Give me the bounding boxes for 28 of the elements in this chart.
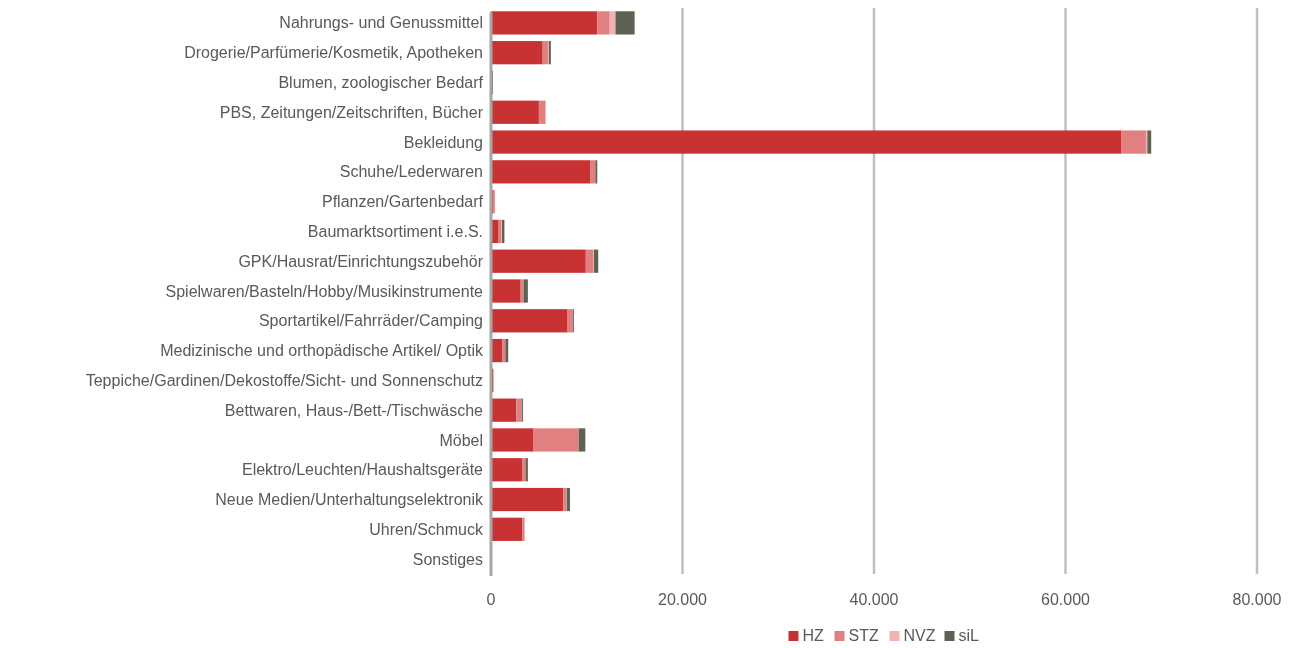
y-tick-label: Neue Medien/Unterhaltungselektronik [215, 491, 484, 509]
y-tick-label: Bekleidung [403, 133, 483, 151]
x-tick-label: 80.000 [1232, 591, 1282, 608]
y-tick-label: Baumarktsortiment i.e.S. [307, 223, 483, 241]
x-tick-label: 40.000 [849, 591, 899, 608]
y-tick-label: PBS, Zeitungen/Zeitschriften, Bücher [219, 103, 484, 121]
x-tick-label: 20.000 [658, 591, 708, 608]
legend-label: NVZ [903, 627, 936, 644]
y-tick-label: Blumen, zoologischer Bedarf [278, 74, 484, 92]
y-tick-label: Möbel [439, 431, 483, 449]
y-tick-label: Nahrungs- und Genussmittel [279, 14, 483, 32]
y-tick-label: Schuhe/Lederwaren [339, 163, 483, 181]
legend-label: HZ [802, 627, 825, 644]
legend-label: STZ [848, 627, 879, 644]
y-tick-label: Uhren/Schmuck [369, 520, 484, 538]
y-tick-label: Sonstiges [412, 550, 483, 568]
y-tick-label: Pflanzen/Gartenbedarf [322, 193, 484, 211]
y-tick-label: Medizinische und orthopädische Artikel/ Optik [160, 342, 484, 360]
y-tick-label: Elektro/Leuchten/Haushaltsgeräte [241, 461, 484, 479]
y-tick-label: Bettwaren, Haus-/Bett-/Tischwäsche [224, 401, 484, 419]
y-tick-label: Sportartikel/Fahrräder/Camping [258, 312, 483, 330]
y-tick-label: Teppiche/Gardinen/Dekostoffe/Sicht- und Sonnenschutz [85, 371, 483, 389]
y-tick-label: Drogerie/Parfümerie/Kosmetik, Apotheken [184, 44, 483, 62]
y-tick-label: GPK/Hausrat/Einrichtungszubehör [238, 252, 484, 270]
x-tick-label: 0 [486, 591, 496, 608]
x-tick-label: 60.000 [1041, 591, 1091, 608]
legend-label: siL [958, 627, 980, 644]
y-tick-label: Spielwaren/Basteln/Hobby/Musikinstrumente [165, 282, 484, 300]
